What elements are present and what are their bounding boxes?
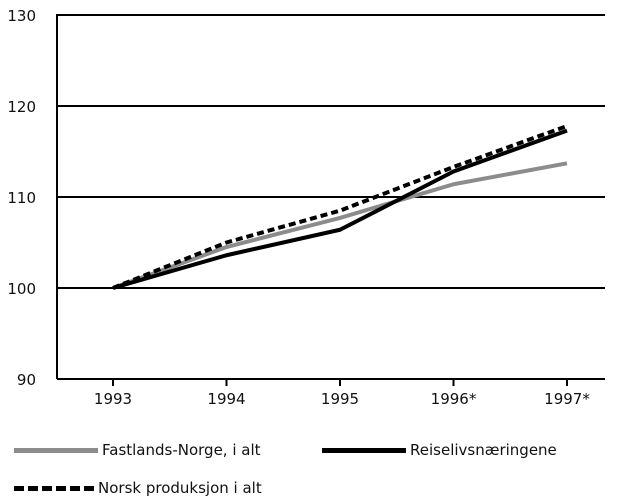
series-line-0 [112, 161, 568, 290]
y-tick-labels: 90 100 110 120 130 [7, 7, 36, 389]
legend-swatch-gray-solid [14, 447, 98, 453]
series-line-1 [112, 128, 568, 290]
y-tick-label: 130 [7, 7, 36, 25]
legend-label: Fastlands-Norge, i alt [102, 441, 261, 459]
y-tick-label: 110 [7, 189, 36, 207]
series-lines [112, 124, 568, 290]
series-line-2 [112, 124, 568, 290]
x-tick-label: 1996* [431, 390, 477, 408]
x-tick-labels: 1993 1994 1995 1996* 1997* [94, 379, 590, 408]
gridlines [57, 14, 605, 380]
legend-item-fastlands: Fastlands-Norge, i alt [14, 441, 261, 459]
legend-item-norsk: Norsk produksjon i alt [14, 479, 262, 497]
x-tick-label: 1994 [207, 390, 245, 408]
y-tick-label: 90 [17, 371, 36, 389]
legend-item-reiseliv: Reiselivsnæringene [322, 441, 557, 459]
line-chart: 90 100 110 120 130 1993 1994 1995 1996* 1997* [7, 7, 605, 408]
legend-swatch-black-solid [322, 447, 406, 453]
legend-swatch-black-dashed [14, 485, 94, 491]
legend-label: Norsk produksjon i alt [98, 479, 262, 497]
y-tick-label: 100 [7, 280, 36, 298]
x-tick-label: 1993 [94, 390, 132, 408]
y-tick-label: 120 [7, 98, 36, 116]
legend-label: Reiselivsnæringene [410, 441, 557, 459]
x-tick-label: 1997* [544, 390, 590, 408]
x-tick-label: 1995 [321, 390, 359, 408]
